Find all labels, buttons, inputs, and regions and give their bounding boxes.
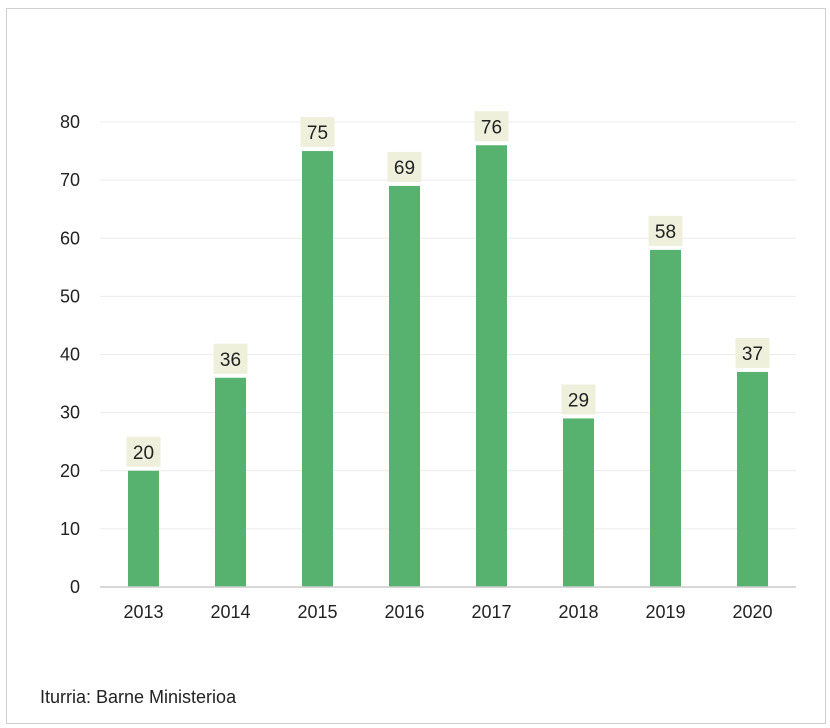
x-tick-label: 2020 bbox=[732, 602, 772, 622]
data-label: 20 bbox=[126, 436, 161, 467]
y-axis-ticks: 0 10 20 30 40 50 60 70 80 bbox=[60, 112, 80, 597]
data-label: 76 bbox=[474, 111, 509, 142]
bar bbox=[563, 418, 594, 587]
data-label-text: 37 bbox=[742, 344, 763, 365]
data-label-box bbox=[561, 384, 596, 415]
x-tick-label: 2017 bbox=[471, 602, 511, 622]
data-label: 36 bbox=[213, 343, 248, 374]
y-tick-label: 0 bbox=[70, 577, 80, 597]
y-tick-label: 50 bbox=[60, 286, 80, 306]
bars bbox=[128, 145, 768, 587]
bar bbox=[302, 151, 333, 587]
y-tick-label: 40 bbox=[60, 345, 80, 365]
x-tick-label: 2016 bbox=[384, 602, 424, 622]
data-label-text: 75 bbox=[307, 123, 328, 144]
bar bbox=[476, 145, 507, 587]
data-label-box bbox=[213, 343, 248, 374]
data-label-box bbox=[735, 337, 770, 368]
data-label-text: 20 bbox=[133, 443, 154, 464]
data-label-box bbox=[126, 436, 161, 467]
x-tick-label: 2015 bbox=[297, 602, 337, 622]
x-tick-label: 2018 bbox=[558, 602, 598, 622]
data-label: 58 bbox=[648, 215, 683, 246]
data-label-text: 69 bbox=[394, 158, 415, 179]
data-label-text: 36 bbox=[220, 350, 241, 371]
data-label-box bbox=[300, 117, 335, 148]
bar bbox=[737, 371, 768, 587]
bar bbox=[215, 377, 246, 587]
data-labels: 20 36 75 69 76 29 58 37 bbox=[126, 111, 770, 467]
y-tick-label: 10 bbox=[60, 519, 80, 539]
data-label: 69 bbox=[387, 151, 422, 182]
data-label-box bbox=[387, 151, 422, 182]
x-axis-ticks: 2013 2014 2015 2016 2017 2018 2019 2020 bbox=[123, 602, 772, 622]
y-tick-label: 20 bbox=[60, 461, 80, 481]
data-label-text: 58 bbox=[655, 222, 676, 243]
source-note: Iturria: Barne Ministerioa bbox=[40, 687, 237, 707]
bar bbox=[128, 470, 159, 587]
bar bbox=[389, 185, 420, 587]
gridlines bbox=[100, 121, 796, 530]
bar bbox=[650, 249, 681, 587]
y-tick-label: 70 bbox=[60, 170, 80, 190]
data-label-text: 76 bbox=[481, 117, 502, 138]
x-tick-label: 2014 bbox=[210, 602, 250, 622]
data-label: 75 bbox=[300, 117, 335, 148]
x-tick-label: 2013 bbox=[123, 602, 163, 622]
data-label-box bbox=[648, 215, 683, 246]
y-tick-label: 60 bbox=[60, 228, 80, 248]
data-label-text: 29 bbox=[568, 390, 589, 411]
x-tick-label: 2019 bbox=[645, 602, 685, 622]
y-tick-label: 30 bbox=[60, 403, 80, 423]
y-tick-label: 80 bbox=[60, 112, 80, 132]
data-label: 29 bbox=[561, 384, 596, 415]
data-label: 37 bbox=[735, 337, 770, 368]
data-label-box bbox=[474, 111, 509, 142]
